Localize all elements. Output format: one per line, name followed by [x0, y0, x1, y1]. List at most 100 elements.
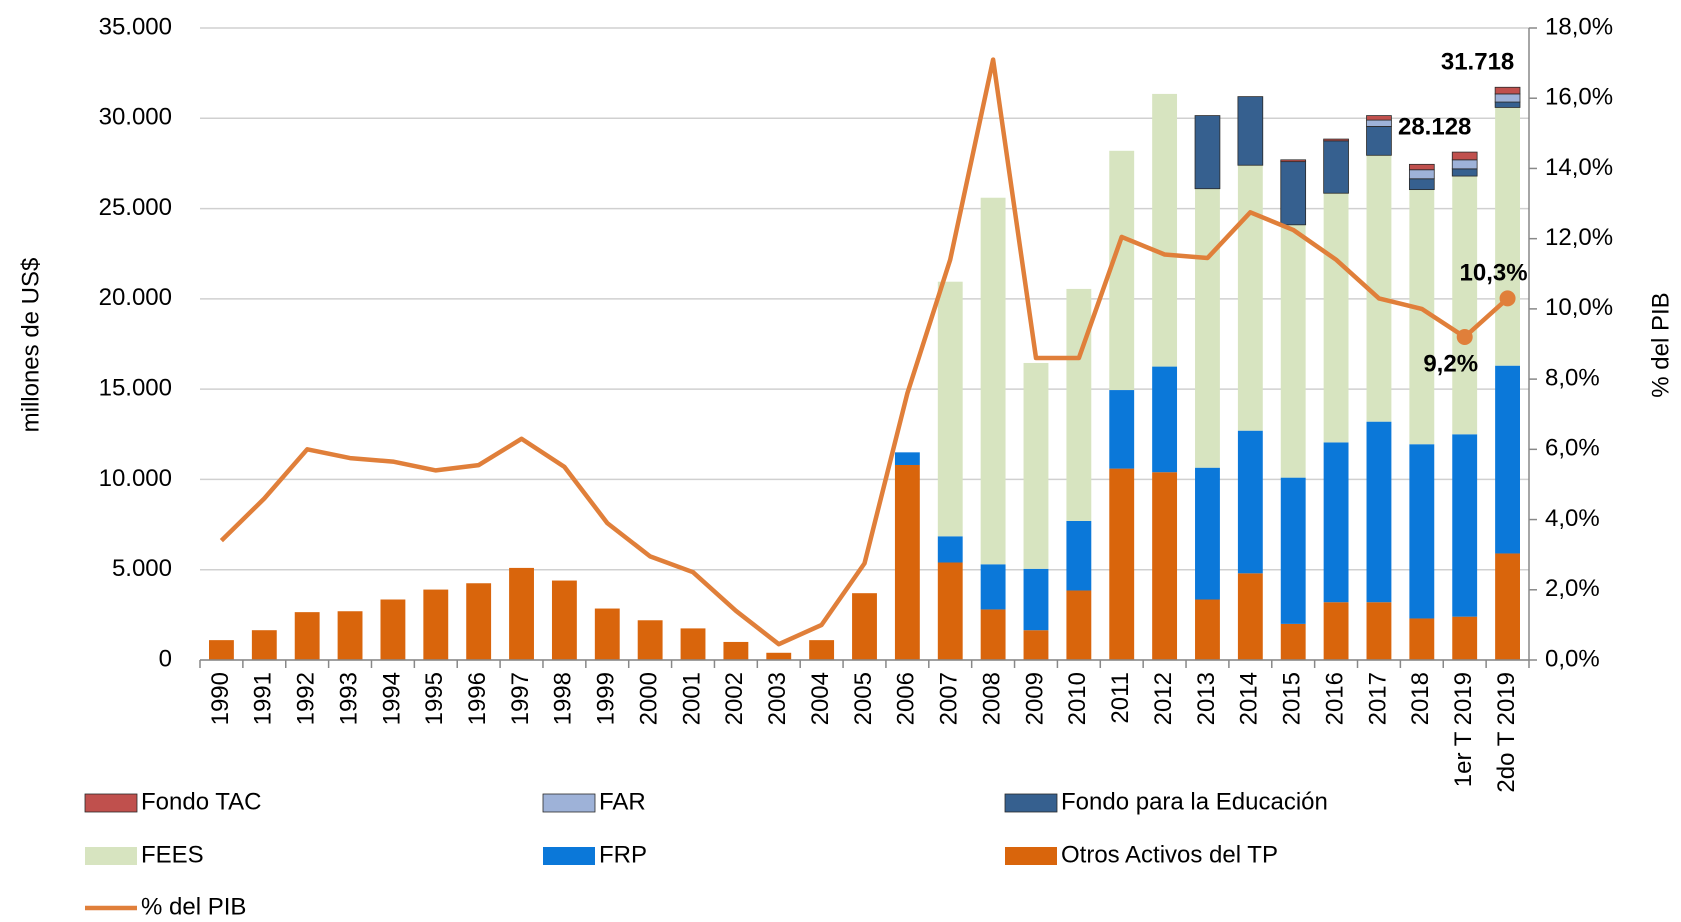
- bar-segment: [852, 593, 877, 660]
- x-tick-label: 2004: [807, 672, 834, 725]
- bar-segment: [209, 640, 234, 660]
- bar-segment: [1237, 96, 1264, 166]
- bar-segment: [1323, 193, 1349, 443]
- x-tick-label: 2002: [721, 672, 748, 725]
- y2-tick-label: 0,0%: [1545, 645, 1600, 672]
- data-label: 9,2%: [1423, 350, 1478, 377]
- y2-tick-label: 8,0%: [1545, 364, 1600, 391]
- bar-segment: [1495, 553, 1520, 660]
- x-tick-label: 1er T 2019: [1450, 672, 1477, 787]
- x-tick-label: 1997: [507, 672, 534, 725]
- bar-segment: [1409, 618, 1435, 660]
- x-tick-label: 2014: [1236, 672, 1263, 725]
- bar-segment: [1494, 101, 1521, 108]
- bar-segment: [1237, 573, 1263, 660]
- line: [219, 57, 1510, 647]
- bar-segment: [1195, 188, 1220, 468]
- bar-segment: [1066, 288, 1092, 521]
- legend-swatch: [543, 847, 595, 865]
- bar-segment: [1323, 602, 1349, 660]
- bar-segment: [1023, 630, 1049, 660]
- y-tick-label: 15.000: [99, 374, 172, 401]
- legend-label: Fondo para la Educación: [1061, 788, 1328, 815]
- data-label: 10,3%: [1460, 260, 1528, 287]
- x-tick-label: 2012: [1150, 672, 1177, 725]
- bar-segment: [1451, 159, 1478, 170]
- x-tick-label: 1993: [335, 672, 362, 725]
- y-axis-title: millones de US$: [17, 258, 44, 433]
- x-tick-label: 2001: [678, 672, 705, 725]
- bar-segment: [937, 536, 963, 563]
- bar-segment: [1066, 590, 1092, 660]
- legend-label: % del PIB: [141, 893, 246, 920]
- bar-segment: [1409, 444, 1435, 619]
- bar-segment: [1366, 115, 1392, 121]
- line-marker: [1499, 290, 1516, 307]
- y-tick-label: 25.000: [99, 194, 172, 221]
- y2-tick-label: 6,0%: [1545, 435, 1600, 462]
- x-tick-label: 1992: [293, 672, 320, 725]
- bar-segment: [937, 281, 963, 537]
- x-tick-label: 2017: [1364, 672, 1391, 725]
- bar-segment: [1066, 520, 1092, 591]
- bar-segment: [894, 452, 920, 465]
- x-tick-label: 2006: [893, 672, 920, 725]
- y-tick-label: 5.000: [112, 555, 172, 582]
- bar-segment: [1280, 477, 1306, 624]
- legend-label: FEES: [141, 841, 204, 868]
- x-tick-label: 2018: [1407, 672, 1434, 725]
- bar-segment: [1194, 115, 1221, 190]
- bar-segment: [1366, 126, 1392, 156]
- x-tick-label: 1996: [464, 672, 491, 725]
- bar-segment: [423, 589, 449, 660]
- bar-segment: [980, 609, 1006, 660]
- bar-segment: [1408, 178, 1435, 191]
- bar-segment: [1280, 224, 1306, 478]
- bar-segment: [1152, 366, 1178, 473]
- bar-segment: [466, 583, 492, 660]
- y2-axis-title: % del PIB: [1647, 292, 1674, 397]
- total-label: 31.718: [1441, 49, 1514, 76]
- bar-segment: [1452, 434, 1478, 617]
- bar-segment: [1109, 390, 1135, 469]
- x-tick-label: 2013: [1193, 672, 1220, 725]
- x-tick-label: 2000: [635, 672, 662, 725]
- bar-segment: [723, 641, 749, 660]
- bar-segment: [1366, 602, 1392, 660]
- y-tick-label: 10.000: [99, 465, 172, 492]
- bar-segment: [251, 630, 277, 660]
- y2-tick-label: 14,0%: [1545, 154, 1613, 181]
- y2-tick-label: 18,0%: [1545, 13, 1613, 40]
- y2-tick-label: 4,0%: [1545, 505, 1600, 532]
- bar-segment: [766, 652, 792, 660]
- x-tick-label: 2007: [936, 672, 963, 725]
- bar-segment: [1452, 176, 1478, 435]
- legend-swatch: [1005, 847, 1057, 865]
- bar-segment: [1280, 623, 1306, 660]
- x-tick-label: 1991: [250, 672, 277, 725]
- bar-segment: [1366, 421, 1392, 603]
- bar-segment: [1237, 430, 1263, 574]
- bar-segment: [1109, 150, 1135, 391]
- bar-segment: [1195, 599, 1220, 660]
- bar-segment: [1109, 468, 1135, 660]
- x-tick-label: 1995: [421, 672, 448, 725]
- bar-segment: [937, 562, 963, 660]
- bar-segment: [1451, 168, 1478, 177]
- x-tick-label: 2011: [1107, 672, 1134, 724]
- line-marker: [1456, 328, 1473, 345]
- bar-segment: [594, 608, 620, 660]
- bar-segment: [1494, 86, 1521, 95]
- x-tick-label: 2016: [1321, 672, 1348, 725]
- y-tick-label: 30.000: [99, 104, 172, 131]
- x-tick-label: 1999: [593, 672, 620, 725]
- legend-swatch: [542, 793, 596, 813]
- total-label: 28.128: [1398, 113, 1471, 140]
- bar-segment: [680, 628, 706, 660]
- bar-segment: [1237, 165, 1263, 431]
- bar-segment: [980, 197, 1006, 565]
- x-tick-label: 1998: [550, 672, 577, 725]
- x-tick-label: 2009: [1021, 672, 1048, 725]
- bar-segment: [1366, 119, 1392, 127]
